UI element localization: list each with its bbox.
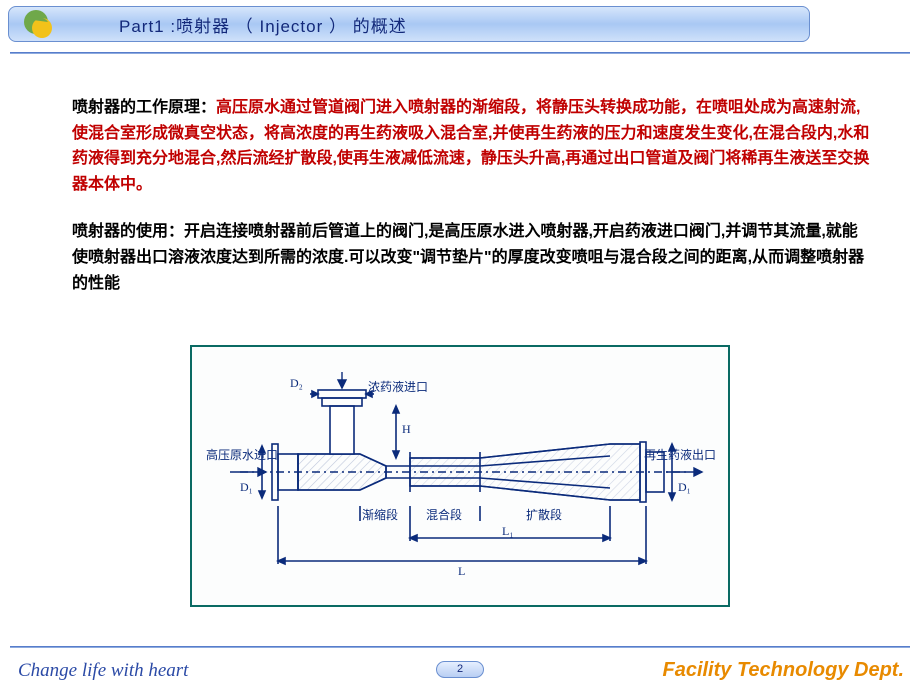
footer-rule (10, 646, 910, 648)
label-seg1: 渐缩段 (362, 506, 398, 523)
label-inlet-top: 浓药液进口 (368, 378, 428, 395)
slide-title: Part1 :喷射器 （ Injector ） 的概述 (119, 12, 407, 37)
injector-svg (210, 366, 710, 586)
footer-slogan: Change life with heart (18, 660, 188, 682)
label-d1-left: D₁ (240, 480, 253, 495)
footer-dept: Facility Technology Dept. (662, 659, 904, 682)
header-rule (10, 52, 910, 54)
paragraph-usage: 喷射器的使用：开启连接喷射器前后管道上的阀门,是高压原水进入喷射器,开启药液进口… (72, 219, 872, 296)
label-seg3: 扩散段 (526, 506, 562, 523)
page-number: 2 (436, 661, 484, 678)
paragraph-principle: 喷射器的工作原理：高压原水通过管道阀门进入喷射器的渐缩段，将静压头转换成功能，在… (72, 95, 872, 197)
label-l: L (458, 564, 465, 579)
p1-lead: 喷射器的工作原理： (72, 99, 216, 116)
logo-icon (22, 8, 54, 40)
title-bar: Part1 :喷射器 （ Injector ） 的概述 (8, 6, 810, 42)
body-content: 喷射器的工作原理：高压原水通过管道阀门进入喷射器的渐缩段，将静压头转换成功能，在… (72, 95, 872, 296)
label-inlet-left: 高压原水进口 (206, 446, 278, 463)
injector-diagram: D₂ 浓药液进口 H 高压原水进口 D₁ 再生药液出口 D₁ 渐缩段 混合段 扩… (190, 345, 730, 607)
label-seg2: 混合段 (426, 506, 462, 523)
label-h: H (402, 422, 411, 437)
label-outlet-right: 再生药液出口 (644, 446, 716, 463)
label-d1-right: D₁ (678, 480, 691, 495)
label-d2: D₂ (290, 376, 303, 391)
footer: Change life with heart 2 Facility Techno… (0, 654, 920, 682)
label-l1: L₁ (502, 524, 514, 539)
